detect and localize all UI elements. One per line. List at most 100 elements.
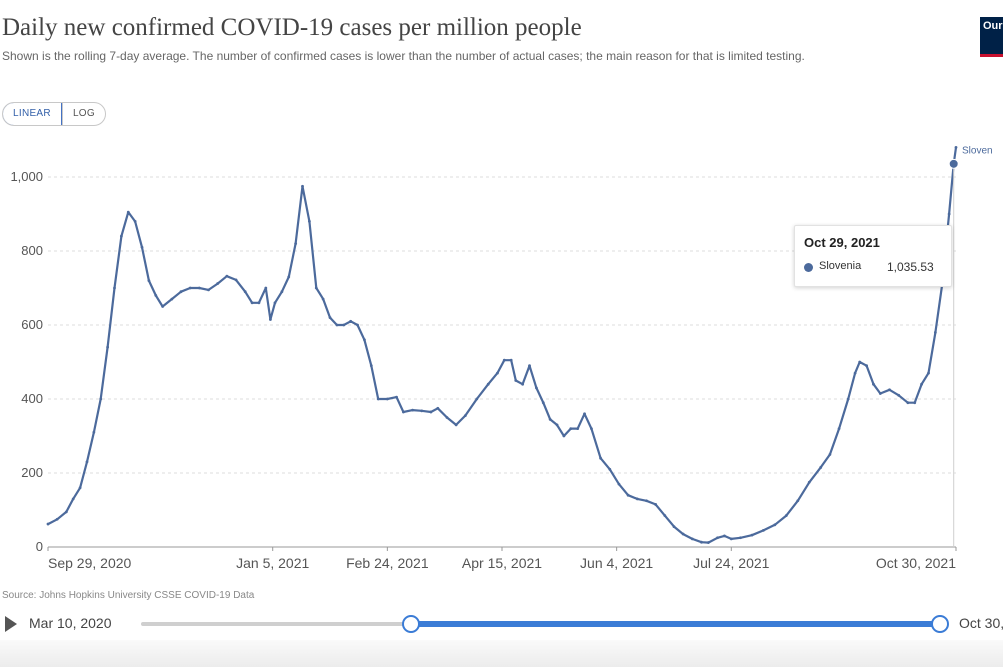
data-point [207, 288, 210, 292]
data-point [878, 392, 882, 395]
data-point [188, 286, 192, 290]
data-point [99, 397, 103, 401]
tooltip-series-dot [804, 263, 813, 272]
x-tick-label: Jul 24, 2021 [693, 555, 769, 571]
data-point [349, 319, 353, 323]
y-tick-label: 800 [21, 243, 43, 258]
data-point [463, 414, 467, 418]
data-point [287, 275, 291, 279]
data-point [225, 274, 229, 278]
timeline-selected-range[interactable] [411, 621, 940, 627]
data-point [301, 184, 304, 188]
series-lines: Sloven [47, 145, 993, 544]
data-point [761, 528, 765, 532]
data-point [654, 503, 658, 506]
x-axis-tick-labels: Sep 29, 2020 Jan 5, 2021 Feb 24, 2021 Apr 1… [47, 547, 957, 571]
data-point [216, 282, 220, 285]
data-point [947, 212, 951, 216]
data-point [906, 401, 910, 405]
data-point [796, 499, 800, 503]
data-point [71, 497, 75, 501]
data-point [496, 371, 499, 375]
data-point [626, 493, 630, 497]
data-point [750, 533, 754, 537]
data-point [846, 397, 850, 401]
play-icon[interactable] [5, 616, 17, 632]
data-point [161, 305, 165, 308]
data-point [46, 522, 50, 526]
linear-button[interactable]: LINEAR [2, 103, 62, 125]
data-point [294, 242, 298, 245]
data-point [119, 234, 123, 238]
timeline-start-handle[interactable] [402, 615, 420, 633]
data-point [307, 220, 311, 223]
data-point [599, 456, 602, 460]
data-point [314, 286, 318, 290]
data-point [429, 410, 433, 414]
x-tick-label: Sep 29, 2020 [48, 555, 132, 571]
data-point [264, 286, 268, 290]
data-point [913, 401, 917, 405]
data-point [723, 534, 726, 538]
x-tick-label: Jun 4, 2021 [580, 555, 653, 571]
y-tick-label: 0 [36, 539, 43, 554]
data-point [590, 427, 593, 430]
data-point [170, 297, 174, 301]
data-point [179, 290, 183, 294]
series-line-slovenia[interactable] [47, 147, 958, 544]
data-point [64, 510, 68, 514]
highlight-point[interactable] [948, 158, 959, 169]
data-point [250, 301, 254, 305]
data-point [807, 480, 811, 484]
data-point [828, 453, 832, 456]
timeline-end-label: Oct 30, 2021 [959, 615, 1003, 631]
data-tooltip: Oct 29, 2021 Slovenia 1,035.53 [794, 225, 952, 287]
bottom-bar [0, 640, 1003, 667]
timeline: Mar 10, 2020 Oct 30, 2021 [0, 608, 1003, 638]
data-point [486, 382, 490, 386]
data-point [106, 345, 110, 349]
data-point [541, 401, 545, 405]
owid-logo[interactable]: Our World in Data [980, 17, 1003, 57]
data-point [645, 499, 648, 503]
data-point [234, 278, 238, 282]
data-point [113, 286, 116, 290]
data-point [700, 540, 703, 544]
data-point [617, 482, 621, 486]
tooltip-value: 1,035.53 [887, 260, 934, 274]
data-point [402, 410, 405, 414]
timeline-end-handle[interactable] [931, 615, 949, 633]
data-point [328, 316, 332, 319]
data-point [555, 423, 559, 427]
series-points [46, 146, 959, 547]
data-point [681, 532, 685, 536]
y-axis-tick-labels: 0 200 400 600 800 1,000 [10, 169, 43, 554]
x-tick-label: Feb 24, 2021 [346, 555, 429, 571]
data-point [872, 382, 875, 386]
data-point [342, 323, 346, 327]
data-point [454, 423, 458, 427]
data-point [411, 408, 414, 412]
data-point [85, 460, 89, 464]
chart-subtitle: Shown is the rolling 7-day average. The … [2, 49, 805, 63]
data-point [858, 360, 862, 364]
scale-toggle: LINEAR LOG [2, 102, 106, 126]
data-point [635, 497, 639, 501]
data-point [819, 466, 823, 469]
data-point [773, 523, 777, 527]
log-button[interactable]: LOG [61, 103, 105, 125]
chart-title: Daily new confirmed COVID-19 cases per m… [2, 14, 582, 41]
data-point [376, 397, 380, 401]
data-point [502, 358, 506, 362]
data-point [140, 245, 144, 249]
data-point [126, 210, 130, 214]
line-chart: 0 200 400 600 800 1,000 Sep 29, 2020 Jan 5, 20… [10, 145, 993, 571]
tooltip-date: Oct 29, 2021 [804, 235, 880, 250]
series-end-label: Sloven [962, 145, 993, 156]
data-point [528, 364, 531, 368]
data-point [55, 517, 59, 521]
data-point [569, 427, 573, 430]
data-point [897, 393, 901, 397]
data-point [395, 395, 398, 399]
timeline-start-label: Mar 10, 2020 [29, 615, 112, 631]
